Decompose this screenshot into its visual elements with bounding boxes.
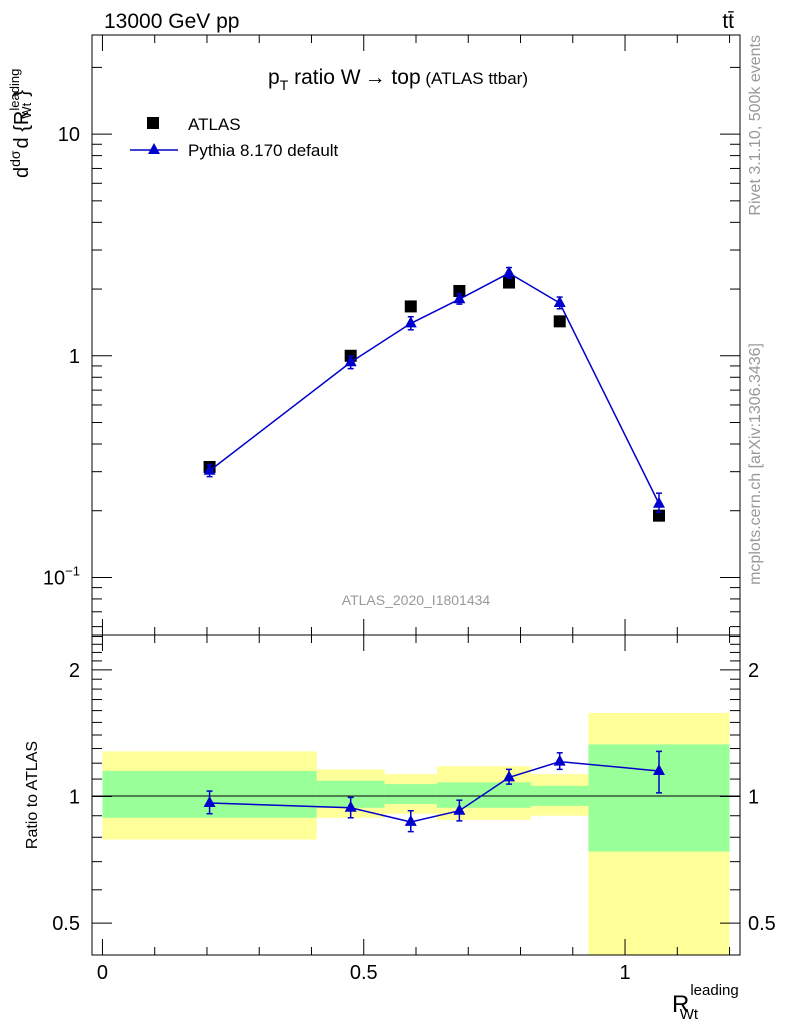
ratio-pythia-point — [203, 795, 216, 807]
ratio-band-stat — [384, 784, 437, 804]
ratio-pythia-point — [453, 803, 466, 815]
xlabel: Rleading Wt — [672, 982, 739, 1023]
pythia-point — [453, 292, 466, 304]
legend-pythia-marker — [148, 143, 160, 154]
main-ylabel: ddσd {RleadingWt} — [7, 69, 34, 178]
ratio-ticks: 0 0.5 1 2 2 1 1 0.5 0.5 — [52, 635, 776, 984]
main-title: pT ratio W → top (ATLAS ttbar) — [268, 66, 528, 93]
pythia-point — [404, 316, 417, 328]
x-tick-label: 0.5 — [350, 962, 378, 984]
pythia-point — [553, 296, 566, 308]
pythia-point — [653, 496, 665, 508]
ratio-y-tick-label-left: 2 — [69, 660, 80, 682]
ratio-panel: 0 0.5 1 2 2 1 1 0.5 0.5 Ratio to ATLAS Rleading W… — [24, 634, 776, 1023]
x-tick-label: 0 — [97, 962, 108, 984]
ratio-y-tick-label-left: 1 — [69, 786, 80, 808]
ratio-y-tick-label-right: 1 — [748, 786, 759, 808]
legend-atlas-marker — [147, 117, 159, 129]
y-tick-label: 10 — [58, 124, 80, 146]
atlas-point — [503, 276, 516, 289]
ratio-pythia-point — [404, 814, 417, 826]
atlas-point — [404, 300, 417, 313]
pythia-line — [209, 272, 660, 505]
atlas-point — [553, 315, 566, 328]
ratio-y-tick-label-left: 0.5 — [52, 913, 80, 935]
legend-atlas-label: ATLAS — [188, 115, 241, 134]
ratio-pythia-point — [344, 800, 357, 812]
ratio-y-tick-label-right: 0.5 — [748, 913, 776, 935]
header-left: 13000 GeV pp — [104, 10, 239, 33]
watermark: ATLAS_2020_I1801434 — [342, 592, 491, 608]
main-marks — [203, 266, 665, 522]
mcplots-label: mcplots.cern.ch [arXiv:1306.3436] — [747, 343, 764, 585]
main-panel: 10 1 10−1 pT ratio W → top (ATLAS ttbar) AT… — [7, 34, 741, 636]
ratio-marks — [203, 750, 665, 833]
ratio-ylabel: Ratio to ATLAS — [24, 741, 41, 849]
y-tick-label: 10−1 — [43, 563, 80, 589]
ratio-bands — [102, 712, 730, 955]
ratio-y-tick-label-right: 2 — [748, 660, 759, 682]
header-right: tt̄ — [722, 10, 734, 33]
ratio-pythia-point — [503, 770, 516, 782]
main-ticks: 10 1 10−1 — [43, 35, 740, 635]
ratio-pythia-point — [553, 754, 566, 766]
ratio-pythia-point — [653, 763, 665, 775]
pythia-point — [503, 266, 516, 278]
legend: ATLAS Pythia 8.170 default — [130, 115, 339, 160]
x-tick-label: 1 — [619, 962, 630, 984]
pythia-point — [203, 463, 216, 475]
legend-pythia-label: Pythia 8.170 default — [188, 141, 339, 160]
rivet-label: Rivet 3.1.10, 500k events — [747, 35, 764, 216]
pythia-point — [344, 355, 357, 367]
y-tick-label: 1 — [69, 346, 80, 368]
